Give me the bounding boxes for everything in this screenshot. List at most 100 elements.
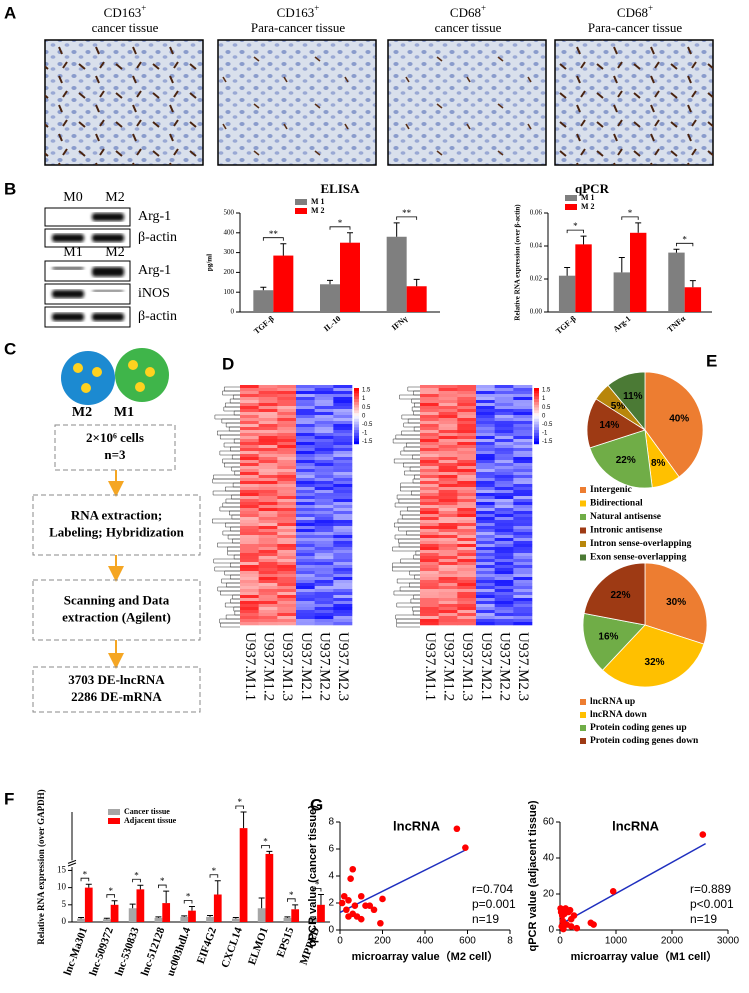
heat-cell (240, 610, 259, 614)
point (379, 895, 386, 903)
heat-cell (333, 535, 353, 539)
heat-cell (494, 568, 514, 572)
bar (684, 287, 702, 312)
heat-cell (438, 385, 458, 389)
heat-cell (494, 439, 514, 443)
bar (154, 917, 163, 922)
heat-cell (240, 517, 259, 521)
heat-cell (457, 385, 477, 389)
heat-cell (258, 565, 278, 569)
flow-box (32, 579, 201, 641)
heat-cell (457, 529, 477, 533)
heat-cell (258, 481, 278, 485)
cell-label: M1 (114, 405, 134, 420)
heat-cell (277, 562, 297, 566)
bar (630, 232, 647, 312)
sig-bracket (621, 216, 639, 220)
heat-cell (240, 511, 259, 515)
x-tick-label: CXCL14 (219, 925, 245, 969)
heat-cell (333, 496, 353, 500)
heat-cell (314, 418, 334, 422)
heat-cell (258, 448, 278, 452)
scale-tick: -1 (542, 431, 548, 437)
heat-cell (314, 451, 334, 455)
bar (180, 916, 189, 922)
heat-cell (258, 424, 278, 428)
heat-cell (240, 592, 259, 596)
heat-cell (333, 613, 353, 617)
chart-title: lncRNA (393, 818, 441, 833)
slice-label: 22% (616, 455, 636, 466)
dendro-branch (399, 394, 420, 400)
legend-label: Protein coding genes down (590, 736, 699, 746)
heat-cell (258, 520, 278, 524)
sig-bracket (287, 898, 296, 902)
heat-cell (333, 463, 353, 467)
heat-cell (314, 463, 334, 467)
heat-cell (457, 505, 477, 509)
x-tick-label: IL-10 (322, 314, 342, 333)
heat-cell (277, 484, 297, 488)
heat-cell (494, 457, 514, 461)
x-tick-label: IFNγ (390, 314, 409, 332)
heat-cell (277, 559, 297, 563)
legend-swatch (565, 204, 577, 210)
dendro-branch (231, 466, 240, 472)
heat-cell (420, 391, 439, 395)
heat-cell (494, 388, 514, 392)
dendro-branch (400, 450, 420, 456)
heat-cell (240, 586, 259, 590)
heat-cell (494, 511, 514, 515)
heat-cell (438, 505, 458, 509)
heat-cell (277, 421, 297, 425)
point (349, 910, 357, 918)
image-caption: cancer tissue (92, 20, 159, 35)
x-tick-label: 2000 (661, 936, 684, 947)
heat-cell (277, 544, 297, 548)
heat-cell (277, 580, 297, 584)
heat-cell (333, 580, 353, 584)
dendro-branch (225, 614, 240, 620)
x-tick-label: lnc-509372 (87, 925, 116, 977)
heat-cell (457, 526, 477, 530)
heat-cell (333, 607, 353, 611)
heat-cell (494, 610, 514, 614)
dendro-branch (232, 394, 240, 400)
dendro-branch (392, 566, 420, 572)
heat-cell (277, 505, 297, 509)
dendro-branch (413, 594, 420, 600)
heat-cell (494, 448, 514, 452)
dendro-branch (228, 426, 240, 432)
y-tick-label: 8 (328, 817, 334, 828)
heat-cell (420, 505, 439, 509)
heat-cell (296, 562, 315, 566)
heat-cell (240, 496, 259, 500)
heat-cell (457, 427, 477, 431)
heat-cell (494, 397, 514, 401)
heat-cell (438, 493, 458, 497)
heat-cell (476, 541, 495, 545)
ihc-stain (45, 40, 203, 165)
bar (162, 903, 171, 922)
heat-cell (513, 565, 533, 569)
heat-cell (333, 487, 353, 491)
heat-cell (296, 388, 315, 392)
heat-cell (277, 556, 297, 560)
heat-cell (420, 493, 439, 497)
heat-cell (476, 403, 495, 407)
heat-cell (240, 598, 259, 602)
heat-cell (258, 514, 278, 518)
heat-cell (314, 427, 334, 431)
blot-frame (44, 283, 131, 305)
heat-cell (476, 421, 495, 425)
heat-cell (420, 571, 439, 575)
heat-cell (457, 502, 477, 506)
heat-cell (457, 562, 477, 566)
heat-cell (457, 607, 477, 611)
heat-cell (513, 472, 533, 476)
heat-cell (333, 574, 353, 578)
y-tick-label: 200 (224, 268, 235, 276)
column-label: U937.M2.1 (298, 632, 314, 701)
slice-label: 30% (666, 597, 686, 608)
heat-cell (513, 538, 533, 542)
